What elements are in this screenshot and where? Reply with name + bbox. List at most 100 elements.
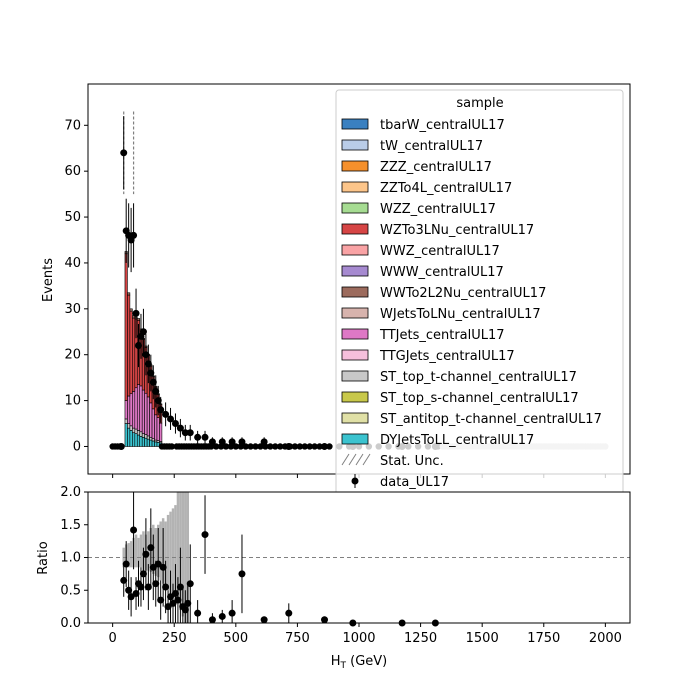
legend-entry-label: WWTo2L2Nu_centralUL17 — [380, 286, 546, 301]
ratio-data-point — [186, 580, 194, 588]
ratio-y-tick-label: 1.0 — [60, 551, 81, 566]
data-point-zero — [311, 443, 318, 450]
stack-bar — [127, 423, 131, 429]
ratio-unc-band-bin — [169, 511, 172, 594]
ratio-data-point — [157, 596, 165, 604]
stack-bar — [144, 437, 148, 447]
stack-bar — [151, 438, 155, 442]
ratio-data-point — [238, 570, 246, 578]
stack-bar — [127, 292, 131, 296]
data-point — [321, 442, 329, 450]
main-y-tick-label: 0 — [73, 439, 81, 454]
legend-swatch — [341, 412, 369, 424]
stack-bar — [127, 294, 131, 397]
stack-bar — [154, 441, 158, 447]
legend-entry-label: WZTo3LNu_centralUL17 — [380, 223, 534, 238]
main-y-tick-label: 60 — [64, 164, 81, 179]
ratio-data-point — [164, 603, 172, 611]
stack-bar — [146, 396, 150, 437]
data-point-zero — [272, 443, 279, 450]
ratio-unc-band-bin — [147, 531, 150, 571]
main-y-tick-label: 10 — [64, 394, 81, 409]
legend-swatch — [341, 370, 369, 382]
ratio-unc-band-bin — [164, 521, 167, 587]
data-point — [132, 309, 140, 317]
legend-entry-label: data_UL17 — [380, 475, 449, 490]
ratio-x-axis: 0 250 500 750 1000 1250 1500 1750 2000 — [108, 623, 622, 646]
data-point — [147, 369, 155, 377]
main-y-axis-label: Events — [41, 258, 56, 302]
data-point-zero — [316, 443, 323, 450]
ratio-x-tick-label: 1000 — [342, 631, 375, 646]
stack-bar — [129, 425, 133, 431]
ratio-data-point — [162, 583, 170, 591]
stack-bar — [149, 439, 153, 447]
stack-bar — [136, 384, 141, 431]
stack-bar — [136, 318, 141, 321]
legend-swatch — [341, 391, 369, 403]
ratio-data-point — [218, 612, 226, 620]
legend-swatch — [341, 265, 369, 277]
legend-entry-label: ST_top_s-channel_centralUL17 — [380, 391, 579, 406]
ratio-unc-band-bin — [159, 521, 162, 581]
stack-bar — [149, 402, 153, 438]
ratio-y-tick-label: 1.5 — [60, 518, 81, 533]
legend-entries: tbarW_centralUL17 tW_centralUL17 ZZZ_centr… — [341, 118, 602, 490]
ratio-x-tick-label: 0 — [108, 631, 116, 646]
data-point-zero — [116, 443, 124, 450]
stack-bar — [141, 389, 145, 434]
stack-bar — [127, 427, 131, 447]
ratio-data-point — [228, 609, 236, 617]
legend-swatch — [341, 202, 369, 214]
data-point — [149, 378, 157, 386]
data-point — [130, 231, 138, 239]
ratio-y-tick-label: 0.0 — [60, 616, 81, 631]
stack-bar — [127, 395, 131, 424]
legend-swatch — [341, 160, 369, 172]
data-point-zero — [222, 443, 230, 450]
ratio-data-point — [181, 606, 189, 614]
main-y-tick-label: 30 — [64, 302, 81, 317]
stack-bar — [136, 434, 141, 447]
legend-entry-label: ZZZ_centralUL17 — [380, 160, 492, 175]
legend-entry-label: Stat. Unc. — [380, 454, 444, 469]
legend-hatch-line — [362, 453, 371, 466]
stack-bar — [124, 423, 128, 447]
ratio-y-tick-label: 2.0 — [60, 485, 81, 500]
ratio-data-point — [159, 563, 167, 571]
stack-bar — [146, 435, 150, 440]
ratio-data-point — [137, 583, 145, 591]
ratio-unc-band-bin — [176, 492, 180, 604]
ratio-data-point — [152, 580, 160, 588]
ratio-data-point — [171, 590, 179, 598]
ratio-unc-band-bin — [129, 541, 133, 568]
ratio-unc-band-bin — [174, 505, 177, 601]
ratio-unc-band-bin — [134, 534, 138, 568]
data-point — [144, 360, 152, 368]
main-y-tick-label: 70 — [64, 118, 81, 133]
stack-bar — [141, 433, 145, 438]
main-y-tick-label: 40 — [64, 256, 81, 271]
data-point — [194, 433, 202, 441]
ratio-x-tick-label: 1250 — [404, 631, 437, 646]
stack-bar — [144, 392, 148, 435]
data-point-zero — [227, 443, 235, 450]
data-point-zero — [217, 443, 225, 450]
legend-entry-label: TTJets_centralUL17 — [379, 328, 505, 343]
legend-entry-label: ST_top_t-channel_centralUL17 — [380, 370, 577, 385]
legend-marker — [351, 477, 359, 485]
ratio-y-tick-label: 0.5 — [60, 583, 81, 598]
stack-bar — [149, 436, 153, 441]
stack-bar — [129, 393, 133, 427]
ratio-data-point — [149, 563, 157, 571]
data-point — [201, 433, 209, 441]
ratio-data-point — [169, 599, 177, 607]
stack-bar — [151, 440, 155, 447]
main-y-tick-label: 20 — [64, 348, 81, 363]
legend-entry-label: ST_antitop_t-channel_centralUL17 — [380, 412, 602, 427]
legend-entry-label: WZZ_centralUL17 — [380, 202, 496, 217]
ratio-unc-band-bin — [171, 508, 175, 597]
ratio-plot-panel: 0.0 0.5 1.0 1.5 2.0 0 250 500 750 1000 1250 1500 17… — [36, 485, 631, 671]
stack-bar — [129, 430, 133, 447]
